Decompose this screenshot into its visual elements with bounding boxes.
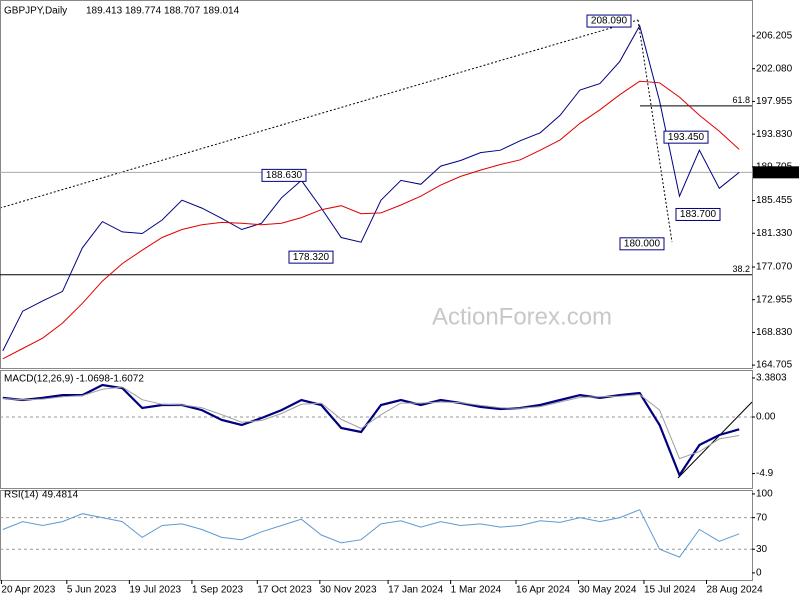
series-line bbox=[2, 24, 740, 352]
x-tick-label: 17 Oct 2023 bbox=[257, 585, 312, 596]
x-tick-label: 28 Aug 2024 bbox=[707, 585, 764, 596]
annotation: 188.630 bbox=[266, 170, 303, 181]
x-tick-label: 17 Jan 2024 bbox=[388, 585, 443, 596]
annotation: 193.450 bbox=[668, 132, 705, 143]
annotation-box bbox=[288, 250, 334, 264]
panel bbox=[0, 370, 753, 489]
y-tick-label: 172.955 bbox=[756, 294, 793, 305]
ohlc: 188.707 bbox=[164, 6, 201, 17]
x-tick-label: 30 Nov 2023 bbox=[320, 585, 377, 596]
watermark: ActionForex.com bbox=[432, 303, 612, 330]
annotation: 183.700 bbox=[680, 209, 717, 220]
annotation: 208.090 bbox=[591, 16, 628, 27]
y-tick-label: 0 bbox=[756, 568, 762, 579]
panel bbox=[0, 490, 753, 581]
x-tick-label: 1 Sep 2023 bbox=[192, 585, 244, 596]
trend-line bbox=[0, 19, 639, 209]
x-tick-label: 16 Apr 2024 bbox=[516, 585, 570, 596]
y-tick-label: 206.205 bbox=[756, 31, 793, 42]
annotation-box bbox=[261, 168, 307, 182]
trend-line bbox=[677, 401, 753, 479]
series-line bbox=[2, 509, 740, 558]
x-tick-label: 19 Jul 2023 bbox=[129, 585, 181, 596]
x-tick-label: 30 May 2024 bbox=[579, 585, 637, 596]
panel bbox=[0, 0, 753, 369]
y-tick-label: 3.3803 bbox=[756, 373, 787, 384]
annotation: 178.320 bbox=[293, 252, 330, 263]
y-tick-label: 0.00 bbox=[756, 412, 776, 423]
y-tick-label: 168.830 bbox=[756, 327, 793, 338]
price-box bbox=[753, 166, 799, 179]
fib-label: 61.8 bbox=[732, 95, 750, 105]
ohlc: 189.014 bbox=[203, 6, 240, 17]
fib-label: 38.2 bbox=[732, 264, 750, 274]
annotation-box bbox=[663, 130, 709, 144]
annotation: 180.000 bbox=[624, 238, 661, 249]
price-label: 189.014 bbox=[756, 167, 793, 178]
y-tick-label: 202.080 bbox=[756, 63, 793, 74]
trend-line bbox=[637, 19, 673, 243]
y-tick-label: 100 bbox=[756, 489, 773, 500]
symbol: GBPJPY,Daily bbox=[4, 6, 67, 17]
y-tick-label: 185.455 bbox=[756, 195, 793, 206]
x-tick-label: 15 Jul 2024 bbox=[644, 585, 696, 596]
y-tick-label: -4.9 bbox=[756, 468, 774, 479]
y-tick-label: 197.955 bbox=[756, 96, 793, 107]
annotation-box bbox=[675, 207, 721, 221]
y-tick-label: 181.330 bbox=[756, 228, 793, 239]
rsi-title: RSI(14) bbox=[4, 490, 38, 501]
annotation-box bbox=[619, 237, 665, 251]
y-tick-label: 30 bbox=[756, 544, 768, 555]
ohlc: 189.774 bbox=[125, 6, 162, 17]
y-tick-label: 193.830 bbox=[756, 129, 793, 140]
x-tick-label: 5 Jun 2023 bbox=[67, 585, 117, 596]
x-tick-label: 1 Mar 2024 bbox=[451, 585, 502, 596]
y-tick-label: 164.705 bbox=[756, 360, 793, 371]
macd-title: MACD(12,26,9) bbox=[4, 374, 73, 385]
macd-value: -1.0698 bbox=[76, 374, 110, 385]
series-line bbox=[2, 383, 740, 478]
y-tick-label: 70 bbox=[756, 512, 768, 523]
y-tick-label: 177.070 bbox=[756, 262, 793, 273]
x-tick-label: 20 Apr 2023 bbox=[1, 585, 55, 596]
series-line bbox=[2, 80, 740, 360]
rsi-value: 49.4814 bbox=[42, 490, 79, 501]
signal-value: -1.6072 bbox=[110, 374, 144, 385]
annotation-box bbox=[586, 14, 632, 28]
series-line bbox=[2, 386, 740, 460]
ohlc: 189.413 bbox=[86, 6, 123, 17]
